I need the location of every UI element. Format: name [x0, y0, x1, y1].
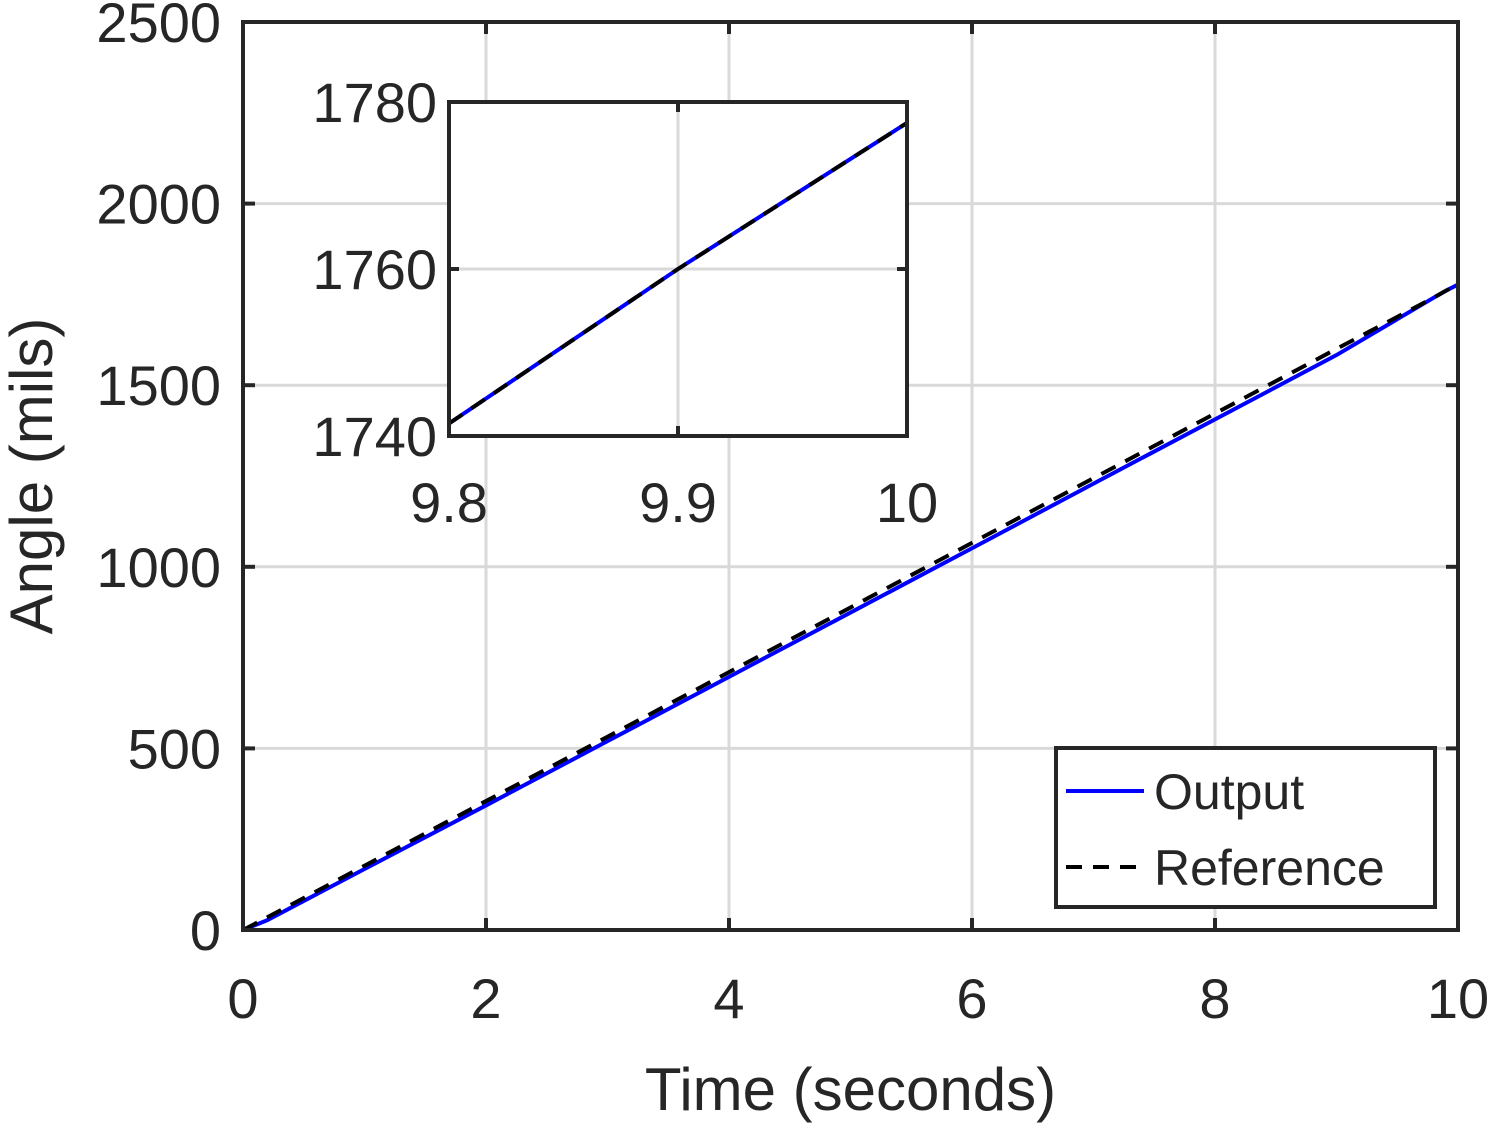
y-tick-label-0: 0: [190, 899, 221, 962]
inset-x-tick-label-1: 9.9: [639, 471, 717, 534]
legend: Output Reference: [1054, 746, 1437, 909]
series-line-reference: [242, 282, 1459, 932]
x-tick-label-4: 8: [1199, 967, 1230, 1030]
inset-y-tick-label-0: 1740: [312, 405, 437, 468]
x-axis-title: Time (seconds): [645, 1056, 1056, 1123]
inset-x-tick-label-2: 10: [876, 471, 938, 534]
inset-series-line-reference: [447, 121, 909, 426]
inset-y-tick-label-2: 1780: [312, 71, 437, 134]
y-tick-label-3: 1500: [96, 354, 221, 417]
x-tick-label-2: 4: [713, 967, 744, 1030]
inset-plot: 9.8 9.9 10 1740 1760 1780: [312, 71, 938, 534]
x-tick-label-3: 6: [956, 967, 987, 1030]
legend-label-reference: Reference: [1154, 840, 1385, 896]
x-tick-label-1: 2: [470, 967, 501, 1030]
x-tick-label-5: 10: [1427, 967, 1489, 1030]
y-tick-label-2: 1000: [96, 536, 221, 599]
inset-x-tick-label-0: 9.8: [410, 471, 488, 534]
axes-frame: [241, 20, 1460, 932]
y-tick-label-5: 2500: [96, 0, 221, 54]
legend-box: [1054, 746, 1437, 909]
inset-y-tick-label-1: 1760: [312, 238, 437, 301]
y-tick-label-4: 2000: [96, 173, 221, 236]
x-tick-label-0: 0: [227, 967, 258, 1030]
legend-label-output: Output: [1154, 764, 1304, 820]
y-tick-label-1: 500: [128, 717, 221, 780]
y-axis-title: Angle (mils): [0, 318, 65, 635]
